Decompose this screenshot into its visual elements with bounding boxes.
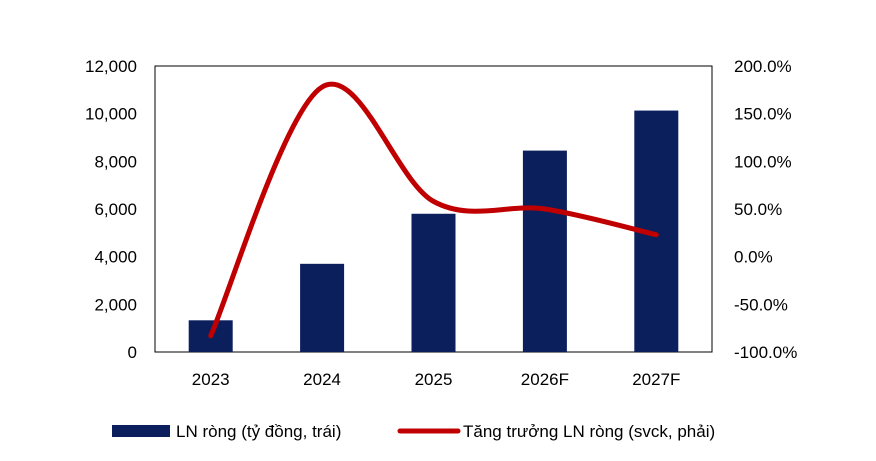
left-axis-tick-label: 6,000 — [94, 200, 137, 219]
x-axis-tick-label: 2027F — [632, 370, 680, 389]
right-axis-tick-label: 200.0% — [734, 57, 792, 76]
x-axis-tick-label: 2026F — [521, 370, 569, 389]
bar-2025 — [411, 213, 456, 352]
bar-2024 — [300, 263, 345, 352]
right-axis-tick-label: 0.0% — [734, 248, 773, 267]
legend-label-line: Tăng trưởng LN ròng (svck, phải) — [463, 422, 715, 441]
left-axis-tick-label: 0 — [128, 343, 137, 362]
right-axis-tick-label: -50.0% — [734, 295, 788, 314]
bar-2026F — [522, 150, 567, 352]
left-axis-tick-label: 4,000 — [94, 248, 137, 267]
left-axis-tick-label: 12,000 — [85, 57, 137, 76]
legend-swatch-bar — [112, 425, 170, 437]
x-axis-tick-label: 2025 — [415, 370, 453, 389]
right-axis-tick-label: 50.0% — [734, 200, 782, 219]
right-axis-tick-label: 100.0% — [734, 152, 792, 171]
growth-line — [208, 81, 659, 339]
x-axis-tick-label: 2023 — [192, 370, 230, 389]
left-axis-tick-label: 2,000 — [94, 295, 137, 314]
left-axis-tick-label: 10,000 — [85, 105, 137, 124]
right-axis-tick-label: 150.0% — [734, 105, 792, 124]
x-axis-tick-label: 2024 — [303, 370, 341, 389]
right-axis-tick-label: -100.0% — [734, 343, 797, 362]
left-axis-tick-label: 8,000 — [94, 152, 137, 171]
legend-label-bar: LN ròng (tỷ đồng, trái) — [176, 422, 341, 441]
